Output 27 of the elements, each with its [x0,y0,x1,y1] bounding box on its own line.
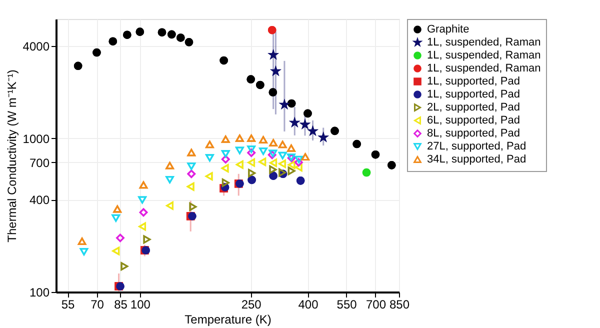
x-tick-label: 85 [114,298,128,312]
legend-label: 34L, supported, Pad [427,154,526,166]
legend-label: 6L, supported, Pad [427,114,520,126]
x-tick-label: 250 [241,298,262,312]
y-tick-label: 4000 [22,40,50,54]
x-tick-label: 70 [90,298,104,312]
legend-label: 2L, supported, Pad [427,102,520,114]
x-tick-label: 400 [298,298,319,312]
y-tick-label: 1000 [22,132,50,146]
legend-label: 1L, supported, Pad [427,88,520,100]
legend-label: 1L, suspended, Raman [427,50,541,62]
y-tick-label: 700 [29,156,50,170]
y-tick-label: 100 [29,286,50,300]
legend-label: 1L, suspended, Raman [427,62,541,74]
x-tick-label: 850 [389,298,410,312]
x-tick-label: 55 [61,298,76,312]
legend-label: Graphite [427,24,470,36]
y-axis-title: Thermal Conductivity (W m⁻¹K⁻¹) [4,70,19,242]
legend-label: 8L, supported, Pad [427,128,520,140]
x-tick-label: 100 [130,298,151,312]
legend-label: 1L, suspended, Raman [427,36,541,48]
x-tick-label: 700 [366,298,386,312]
x-tick-label: 550 [336,298,358,312]
legend-label: 1L, supported, Pad [427,76,520,88]
x-axis-title: Temperature (K) [184,312,272,326]
y-tick-label: 400 [29,193,50,208]
legend-label: 27L, supported, Pad [427,140,526,152]
